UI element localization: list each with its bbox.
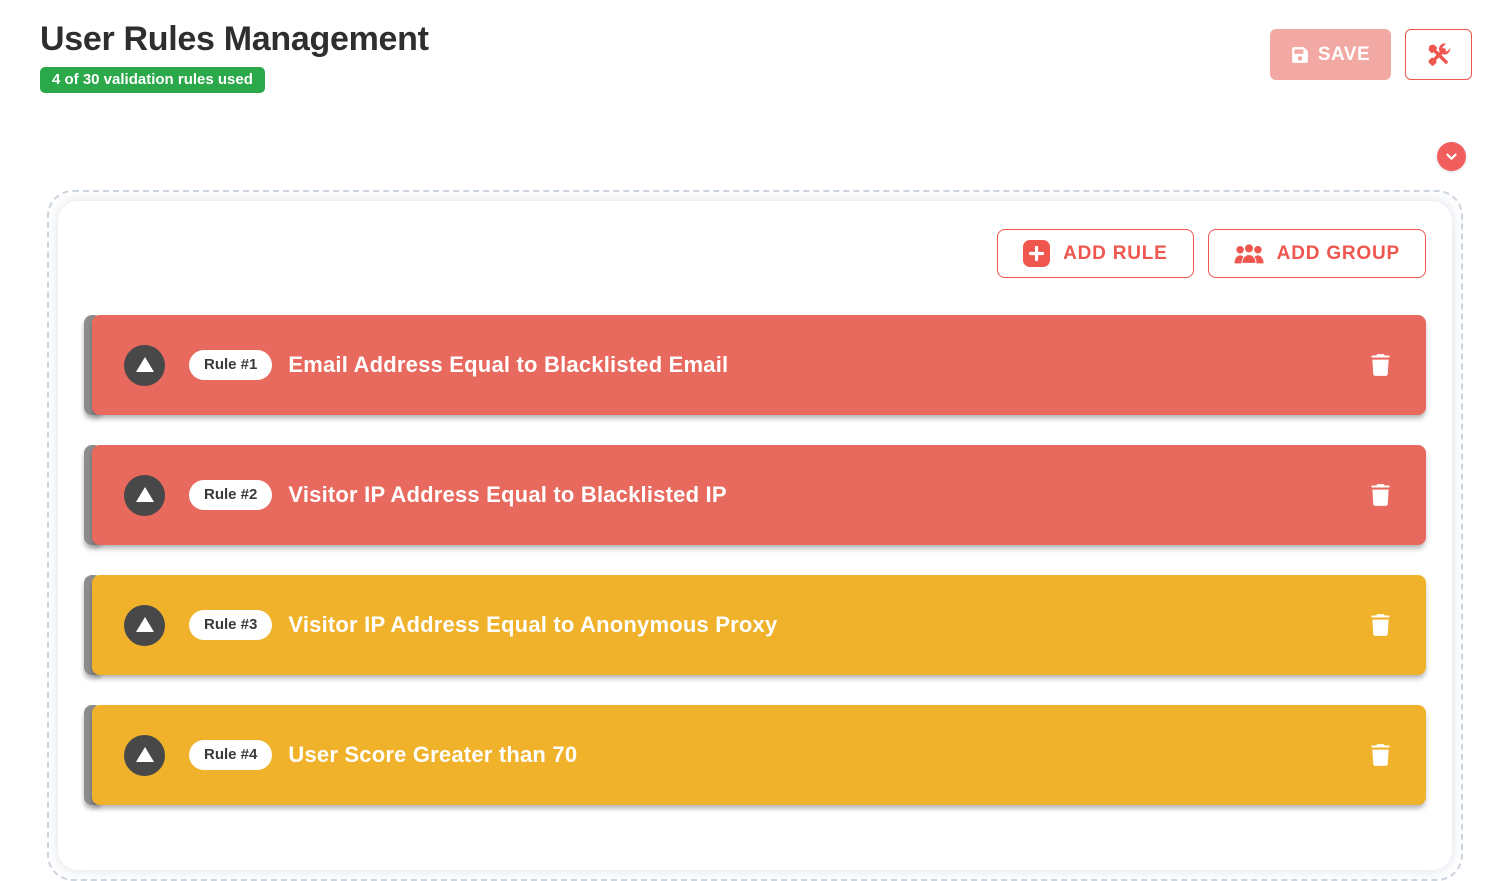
trash-icon [1371,614,1390,636]
rule-row[interactable]: Rule #3 Visitor IP Address Equal to Anon… [84,575,1426,675]
delete-rule-button[interactable] [1371,614,1390,636]
delete-rule-button[interactable] [1371,744,1390,766]
add-group-label: ADD GROUP [1276,242,1400,264]
rule-reorder-button[interactable] [124,344,165,386]
rule-row[interactable]: Rule #2 Visitor IP Address Equal to Blac… [84,445,1426,545]
triangle-up-icon [135,616,154,632]
delete-rule-button[interactable] [1371,354,1390,376]
rule-number-badge: Rule #2 [189,480,273,510]
rule-title: Visitor IP Address Equal to Anonymous Pr… [288,612,778,637]
rule-reorder-button[interactable] [124,604,165,646]
rule-number-badge: Rule #1 [189,350,273,380]
validation-usage-badge: 4 of 30 validation rules used [40,67,265,93]
rule-reorder-button[interactable] [124,734,165,776]
rule-row[interactable]: Rule #1 Email Address Equal to Blacklist… [84,315,1426,415]
triangle-up-icon [135,486,154,502]
settings-tools-button[interactable] [1405,29,1472,80]
page-header: User Rules Management 4 of 30 validation… [0,0,1504,93]
add-rule-button[interactable]: ADD RULE [997,229,1194,278]
rules-list: Rule #1 Email Address Equal to Blacklist… [84,315,1426,805]
rule-row[interactable]: Rule #4 User Score Greater than 70 [84,705,1426,805]
plus-square-icon [1023,240,1051,267]
page-title: User Rules Management [40,20,429,58]
screwdriver-wrench-icon [1427,43,1451,67]
trash-icon [1371,354,1390,376]
collapse-section-button[interactable] [1437,142,1466,171]
save-button-label: SAVE [1317,43,1371,65]
chevron-down-icon [1444,149,1459,164]
add-group-button[interactable]: ADD GROUP [1207,229,1426,278]
save-button[interactable]: SAVE [1270,29,1391,80]
trash-icon [1371,744,1390,766]
rule-number-badge: Rule #3 [189,610,273,640]
rule-body: Rule #3 Visitor IP Address Equal to Anon… [92,575,1426,675]
header-actions: SAVE [1270,29,1472,80]
title-block: User Rules Management 4 of 30 validation… [40,20,429,93]
triangle-up-icon [135,356,154,372]
rules-panel-inner: ADD RULE ADD GROUP [58,201,1452,870]
add-rule-label: ADD RULE [1063,242,1168,264]
floppy-disk-icon [1291,46,1309,64]
rules-panel: ADD RULE ADD GROUP [47,190,1463,881]
rule-title: Email Address Equal to Blacklisted Email [288,352,729,377]
trash-icon [1371,484,1390,506]
rule-body: Rule #4 User Score Greater than 70 [92,705,1426,805]
rule-body: Rule #1 Email Address Equal to Blacklist… [92,315,1426,415]
rule-title: Visitor IP Address Equal to Blacklisted … [288,482,727,507]
triangle-up-icon [135,746,154,762]
users-group-icon [1234,242,1264,265]
rule-reorder-button[interactable] [124,474,165,516]
rule-number-badge: Rule #4 [189,740,273,770]
rule-body: Rule #2 Visitor IP Address Equal to Blac… [92,445,1426,545]
rule-title: User Score Greater than 70 [288,742,578,767]
rules-toolbar: ADD RULE ADD GROUP [84,229,1426,278]
delete-rule-button[interactable] [1371,484,1390,506]
